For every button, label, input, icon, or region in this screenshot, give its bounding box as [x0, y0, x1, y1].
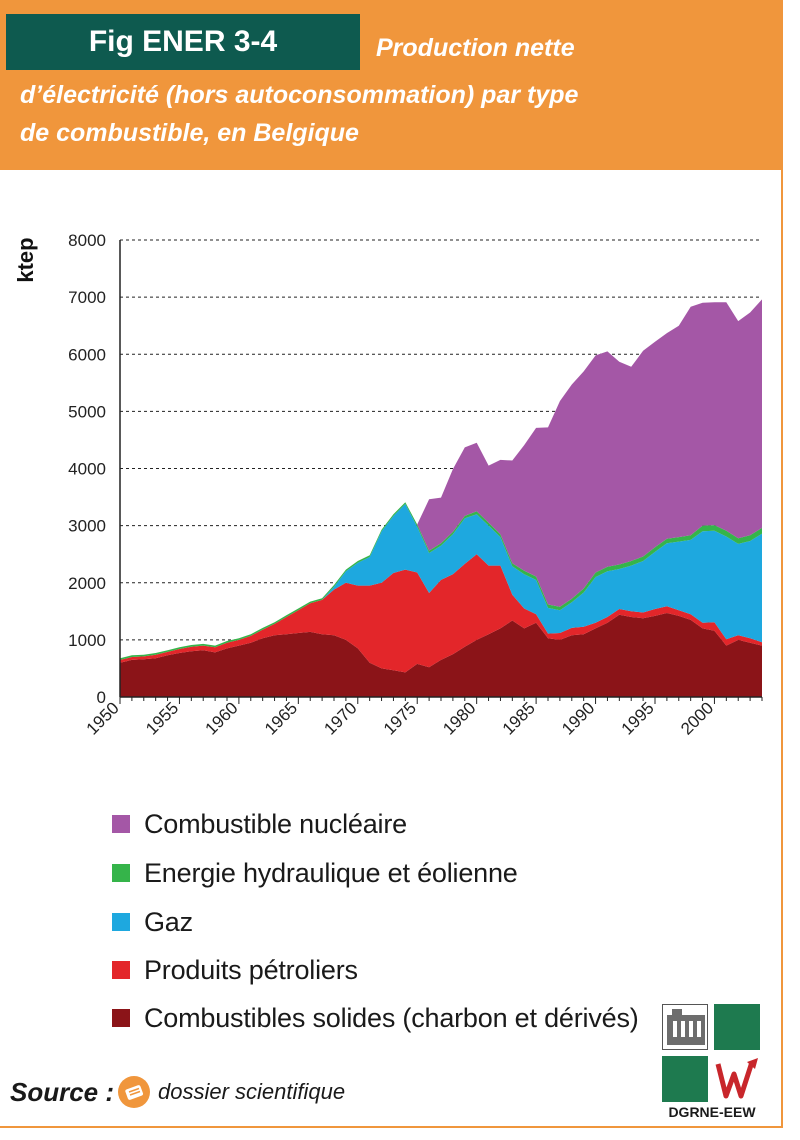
logo-w-arrow-icon — [714, 1056, 760, 1102]
x-tick-label-2000: 2000 — [677, 698, 717, 738]
dgrne-eew-logo: DGRNE-EEW — [662, 1004, 762, 1124]
source-text: dossier scientifique — [158, 1079, 346, 1104]
x-tick-label-1990: 1990 — [558, 698, 598, 738]
logo-square-bottom-left — [662, 1056, 708, 1102]
y-tick-label-1000: 1000 — [68, 631, 106, 650]
figure-label: Fig ENER 3-4 — [6, 14, 360, 70]
legend-label-gas: Gaz — [144, 907, 193, 937]
x-tick-label-1965: 1965 — [261, 698, 301, 738]
legend-label-solid: Combustibles solides (charbon et dérivés… — [144, 1003, 639, 1033]
source-label: Source : — [10, 1077, 115, 1107]
area-series-gas — [120, 503, 762, 660]
x-tick-label-1955: 1955 — [142, 698, 182, 738]
stacked-area-chart: 0 1000 2000 3000 4000 5000 6000 7000 8000 1950 195… — [13, 231, 763, 739]
y-tick-label-5000: 5000 — [68, 402, 106, 421]
y-tick-label-0: 0 — [97, 688, 106, 707]
y-tick-label-7000: 7000 — [68, 288, 106, 307]
legend-swatch-petroleum — [112, 961, 130, 979]
y-axis-label: ktep — [13, 237, 38, 282]
figure-title-line-2: d’électricité (hors autoconsommation) pa… — [20, 81, 579, 109]
legend-label-nuclear: Combustible nucléaire — [144, 809, 407, 839]
y-tick-label-6000: 6000 — [68, 345, 106, 364]
legend-label-petroleum: Produits pétroliers — [144, 955, 358, 985]
area-series-nuclear — [120, 299, 762, 659]
figure-frame — [0, 0, 783, 1128]
y-tick-label-2000: 2000 — [68, 574, 106, 593]
legend-swatch-solid — [112, 1009, 130, 1027]
x-tick-label-1950: 1950 — [83, 698, 123, 738]
x-tick-label-1960: 1960 — [202, 698, 242, 738]
x-tick-label-1980: 1980 — [439, 698, 479, 738]
x-tick-label-1970: 1970 — [320, 698, 360, 738]
figure-title-line-1: Production nette — [376, 34, 575, 62]
y-tick-label-8000: 8000 — [68, 231, 106, 250]
document-icon — [118, 1076, 150, 1108]
legend-swatch-nuclear — [112, 815, 130, 833]
logo-building-icon — [662, 1004, 708, 1050]
legend-swatch-gas — [112, 913, 130, 931]
area-series-solid — [120, 613, 762, 697]
logo-square-top-right — [714, 1004, 760, 1050]
area-series-petroleum — [120, 554, 762, 673]
x-tick-label-1985: 1985 — [499, 698, 539, 738]
logo-text: DGRNE-EEW — [668, 1104, 756, 1120]
x-tick-label-1995: 1995 — [618, 698, 658, 738]
legend-label-hydro: Energie hydraulique et éolienne — [144, 858, 518, 888]
figure-title-line-3: de combustible, en Belgique — [20, 119, 359, 147]
y-tick-label-3000: 3000 — [68, 517, 106, 536]
legend-swatch-hydro — [112, 864, 130, 882]
x-tick-label-1975: 1975 — [380, 698, 420, 738]
figure-header: Fig ENER 3-4 Production nette d’électric… — [0, 0, 783, 170]
y-tick-label-4000: 4000 — [68, 460, 106, 479]
